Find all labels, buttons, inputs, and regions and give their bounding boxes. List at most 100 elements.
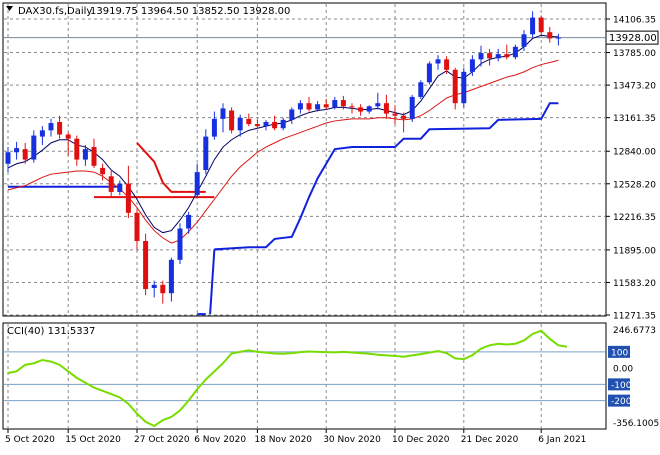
candle-body (297, 103, 303, 110)
candle (117, 180, 123, 196)
candle (143, 233, 149, 296)
candle (306, 96, 312, 112)
candle (495, 48, 501, 62)
candle-body (366, 106, 372, 112)
candle-body (263, 121, 269, 127)
candle-body (65, 134, 71, 139)
price-y-axis: 14106.35 13785.00 13473.20 13161.35 12840.00… (606, 15, 656, 322)
candle (289, 107, 295, 125)
candle (108, 171, 114, 198)
slow-ma-line (7, 59, 559, 244)
candle (349, 103, 355, 114)
candle (444, 56, 450, 74)
current-price-label: 13928.00 (609, 33, 657, 44)
current-price-marker: 13928.00 (605, 30, 659, 45)
cci-y-axis: 246.6773 100 0.00 -100 -200 -356.1005 (608, 326, 659, 429)
cci-level-label: -100 (611, 381, 632, 391)
candle (229, 107, 235, 134)
candle-body (143, 241, 149, 290)
candle-body (280, 119, 286, 129)
cci-level-box (608, 394, 630, 407)
candle (435, 55, 441, 70)
cci-level-box (608, 345, 630, 358)
candle-body (246, 118, 252, 125)
candle (39, 126, 45, 145)
candle (246, 113, 252, 127)
candle (168, 257, 174, 302)
candle (547, 26, 553, 43)
candle (401, 112, 407, 133)
candle-body (358, 107, 364, 112)
candle-body (272, 121, 278, 129)
candle-body (504, 54, 510, 58)
candle (211, 111, 217, 140)
cci-line (7, 329, 568, 428)
candle-body (74, 138, 80, 160)
candle-body (426, 63, 432, 83)
candle-body (186, 214, 192, 229)
candle (383, 94, 389, 119)
candle-body (22, 149, 28, 160)
candle-body (203, 136, 209, 171)
candle (272, 115, 278, 131)
candle (297, 100, 303, 114)
candle-body (401, 115, 407, 119)
x-tick-label: 6 Jan 2021 (538, 435, 586, 445)
chart-title-group: DAX30.fs,Daily 13919.75 13964.50 13852.5… (6, 6, 290, 17)
candle-body (237, 117, 243, 131)
x-tick-label: 6 Nov 2020 (194, 435, 246, 445)
candle-body (392, 113, 398, 116)
candle (125, 165, 131, 219)
candle-body (254, 124, 260, 127)
candle (82, 144, 88, 166)
collapse-arrow-icon[interactable] (6, 6, 13, 11)
trailing-stop-red-line (136, 142, 206, 193)
price-tick-label: 11583.20 (613, 279, 656, 289)
candle (74, 135, 80, 166)
candle (48, 118, 54, 137)
chart-symbol-title: DAX30.fs,Daily (18, 6, 92, 17)
candle-body (117, 183, 123, 192)
candle-body (530, 17, 536, 35)
candle (31, 130, 37, 163)
candle-body (409, 96, 415, 119)
candle (340, 95, 346, 110)
cci-pane-frame (2, 322, 607, 430)
cci-level-label: 100 (611, 348, 628, 358)
candle (487, 48, 493, 66)
price-tick-label: 13785.00 (613, 49, 656, 59)
candle (375, 92, 381, 110)
candle-body (220, 108, 226, 119)
candle-body (487, 53, 493, 59)
candle-body (134, 212, 140, 242)
x-axis: 5 Oct 2020 15 Oct 2020 27 Oct 2020 6 Nov 20… (5, 429, 586, 445)
x-tick-label: 30 Nov 2020 (323, 435, 381, 445)
x-tick-label: 18 Nov 2020 (254, 435, 312, 445)
candle-body (478, 53, 484, 60)
candle (57, 115, 63, 139)
candle (65, 132, 71, 156)
cci-title: CCI(40) 131.5337 (7, 326, 95, 337)
current-price-box (605, 30, 659, 45)
candle (203, 129, 209, 175)
candle (452, 67, 458, 110)
candle-body (211, 118, 217, 137)
stop-level-line (214, 102, 559, 251)
x-tick-label: 5 Oct 2020 (5, 435, 55, 445)
candle-body (5, 152, 11, 164)
price-series (5, 11, 561, 316)
candle (100, 163, 106, 181)
cci-level-box (608, 378, 630, 391)
candle-body (229, 110, 235, 131)
price-tick-label: 14106.35 (613, 15, 656, 25)
candle-body (168, 259, 174, 294)
candle (521, 30, 527, 51)
candle (315, 101, 321, 112)
candle (22, 142, 28, 164)
candle (323, 99, 329, 110)
candle-body (125, 183, 131, 213)
candle (254, 119, 260, 130)
candle (160, 280, 166, 304)
